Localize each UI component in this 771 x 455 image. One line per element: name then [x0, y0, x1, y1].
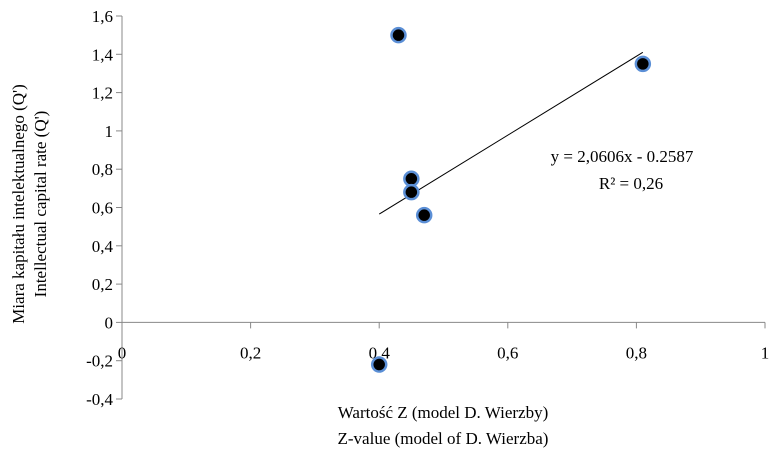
- x-tick-labels: 0 0,2 0,4 0,6 0,8 1: [118, 343, 770, 362]
- y-tick-label: 1,2: [92, 84, 113, 103]
- x-tick-label: 0,6: [497, 343, 518, 362]
- y-tick-labels: -0,4 -0,2 0 0,2 0,4 0,6 0,8 1 1,2 1,4 1,6: [86, 7, 113, 409]
- y-tick-label: -0,4: [86, 390, 113, 409]
- y-tick-label: 0,2: [92, 275, 113, 294]
- axes: [116, 15, 766, 400]
- y-tick-label: 0: [105, 313, 114, 332]
- data-point: [403, 183, 420, 201]
- data-points: [370, 26, 652, 373]
- x-axis-title-line2: Z-value (model of D. Wierzba): [338, 429, 549, 448]
- y-axis-title-line1: Miara kapitału intelektualnego (Q'): [9, 84, 28, 324]
- y-axis-title-line2: Intellectual capital rate (Q'): [31, 111, 50, 298]
- y-tick-label: 1: [105, 122, 114, 141]
- x-axis-title-line1: Wartość Z (model D. Wierzby): [338, 403, 549, 422]
- data-point: [634, 55, 652, 73]
- y-tick-label: 1,4: [92, 45, 114, 64]
- x-tick-label: 0,4: [369, 343, 391, 362]
- y-tick-label: 1,6: [92, 7, 113, 26]
- x-tick-label: 0,8: [626, 343, 647, 362]
- y-tick-label: -0,2: [86, 352, 113, 371]
- y-tick-label: 0,8: [92, 160, 113, 179]
- data-point: [415, 206, 433, 224]
- x-tick-label: 0: [118, 343, 127, 362]
- trendline-equation: y = 2,0606x - 0.2587: [551, 147, 694, 166]
- x-tick-label: 1: [761, 343, 770, 362]
- trendline-group: [378, 51, 644, 215]
- data-point: [370, 356, 388, 373]
- y-tick-label: 0,4: [92, 237, 114, 256]
- data-point: [390, 26, 407, 44]
- r-squared-label: R² = 0,26: [599, 174, 663, 193]
- y-tick-label: 0,6: [92, 199, 113, 218]
- x-tick-label: 0,2: [240, 343, 261, 362]
- data-point: [403, 170, 420, 188]
- trendline: [378, 51, 644, 215]
